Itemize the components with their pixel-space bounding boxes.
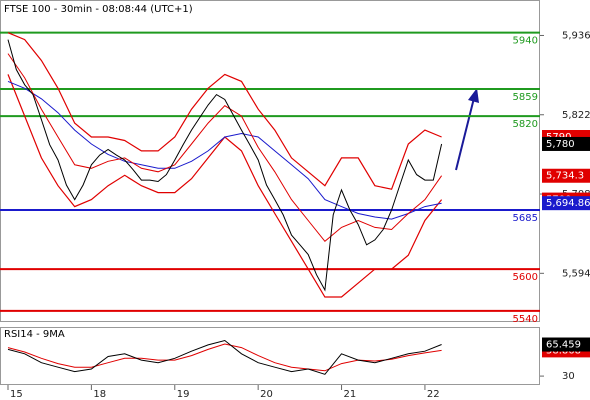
value-label: 5,694.86: [546, 198, 590, 209]
y-tick-label: 5,594: [562, 268, 590, 279]
x-tick-label: 22: [427, 389, 440, 400]
x-tick-label: 19: [177, 389, 190, 400]
x-tick-label: 15: [10, 389, 23, 400]
level-label: 5540: [513, 314, 538, 325]
value-label: 5,734.3: [546, 171, 584, 182]
rsi-frame: [0, 327, 540, 385]
x-tick-label: 21: [344, 389, 357, 400]
price-frame: [0, 0, 540, 322]
level-label: 5600: [513, 272, 538, 283]
value-box: [542, 136, 590, 151]
series-line: [7, 343, 442, 372]
value-label: 5,780: [546, 139, 575, 150]
level-label: 5685: [513, 213, 538, 224]
x-tick-label: 18: [93, 389, 106, 400]
value-box: [542, 337, 590, 352]
level-label: 5820: [513, 119, 538, 130]
rsi-title: RSI14 - 9MA: [4, 329, 65, 340]
series-line: [7, 53, 443, 243]
series-line: [7, 339, 442, 375]
y-tick-label: 30: [562, 371, 575, 382]
series-line: [7, 39, 443, 292]
y-tick-label: 5,936: [562, 30, 590, 41]
arrow-head: [468, 88, 479, 103]
y-tick-label: 5,822: [562, 110, 590, 121]
x-tick-label: 20: [260, 389, 273, 400]
series-line: [7, 80, 442, 220]
value-box: [542, 168, 590, 183]
level-label: 5940: [513, 36, 538, 47]
series-line: [7, 32, 442, 190]
trend-arrow: [455, 97, 475, 171]
value-label: 65.459: [546, 340, 581, 351]
level-label: 5859: [513, 92, 538, 103]
value-box: [542, 196, 590, 211]
chart-title: FTSE 100 - 30min - 08:08:44 (UTC+1): [4, 4, 193, 15]
